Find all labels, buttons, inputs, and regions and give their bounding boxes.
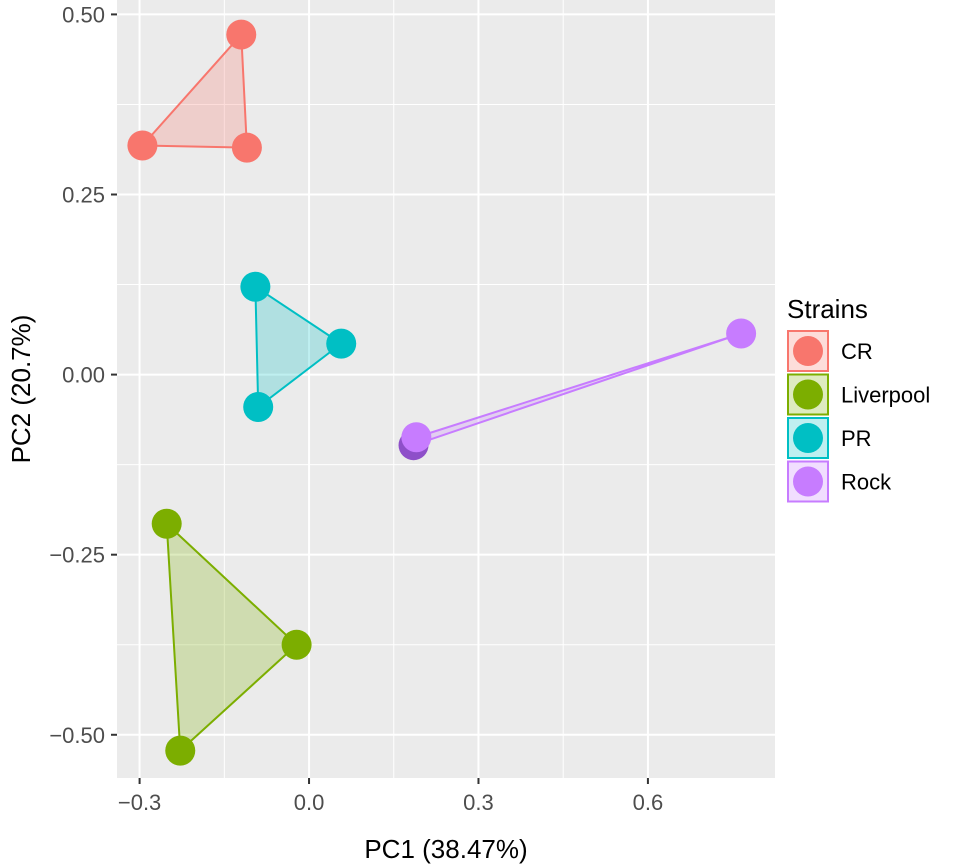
legend-label: PR: [841, 426, 872, 451]
legend-label: Liverpool: [841, 383, 930, 408]
y-tick-label: 0.25: [62, 183, 105, 208]
legend: Strains CR Liverpool PR Rock: [787, 294, 930, 503]
x-tick-label: 0.6: [633, 790, 664, 815]
grid-lines: [117, 0, 775, 778]
point-pr: [243, 392, 274, 423]
point-pr: [326, 328, 357, 359]
point-cr: [127, 130, 158, 161]
legend-swatch: [793, 379, 823, 410]
legend-title: Strains: [787, 294, 868, 324]
legend-swatch: [793, 466, 823, 497]
y-tick-label: −0.25: [49, 543, 105, 568]
y-tick-label: −0.50: [49, 723, 105, 748]
legend-item-rock: Rock: [787, 460, 892, 503]
point-pr: [240, 271, 271, 302]
point-cr: [226, 19, 257, 50]
axes: −0.50 −0.25 0.00 0.25 0.50 −0.3 0.0 0.3 0.6: [49, 2, 663, 815]
x-tick-label: 0.0: [294, 790, 325, 815]
point-rock: [726, 318, 757, 349]
hull-pr: [254, 285, 343, 409]
legend-swatch: [793, 336, 823, 366]
x-tick-label: −0.3: [118, 790, 161, 815]
hull-liverpool: [165, 522, 298, 752]
plot-panel: [117, 0, 775, 778]
data-points: [127, 19, 757, 766]
y-tick-label: 0.00: [62, 363, 105, 388]
point-liverpool: [281, 629, 312, 660]
x-axis-title: PC1 (38.47%): [364, 834, 527, 864]
point-cr: [231, 132, 262, 163]
legend-swatch: [793, 423, 823, 453]
point-rock: [401, 422, 432, 453]
legend-label: CR: [841, 339, 873, 364]
y-axis-title: PC2 (20.7%): [6, 315, 36, 464]
y-tick-label: 0.50: [62, 2, 105, 27]
legend-item-liverpool: Liverpool: [787, 373, 930, 416]
hull-cr: [141, 33, 248, 149]
legend-item-pr: PR: [787, 417, 872, 459]
point-liverpool: [165, 735, 196, 766]
point-liverpool: [151, 508, 182, 539]
legend-item-cr: CR: [787, 330, 873, 372]
legend-label: Rock: [841, 470, 892, 495]
x-tick-label: 0.3: [463, 790, 494, 815]
